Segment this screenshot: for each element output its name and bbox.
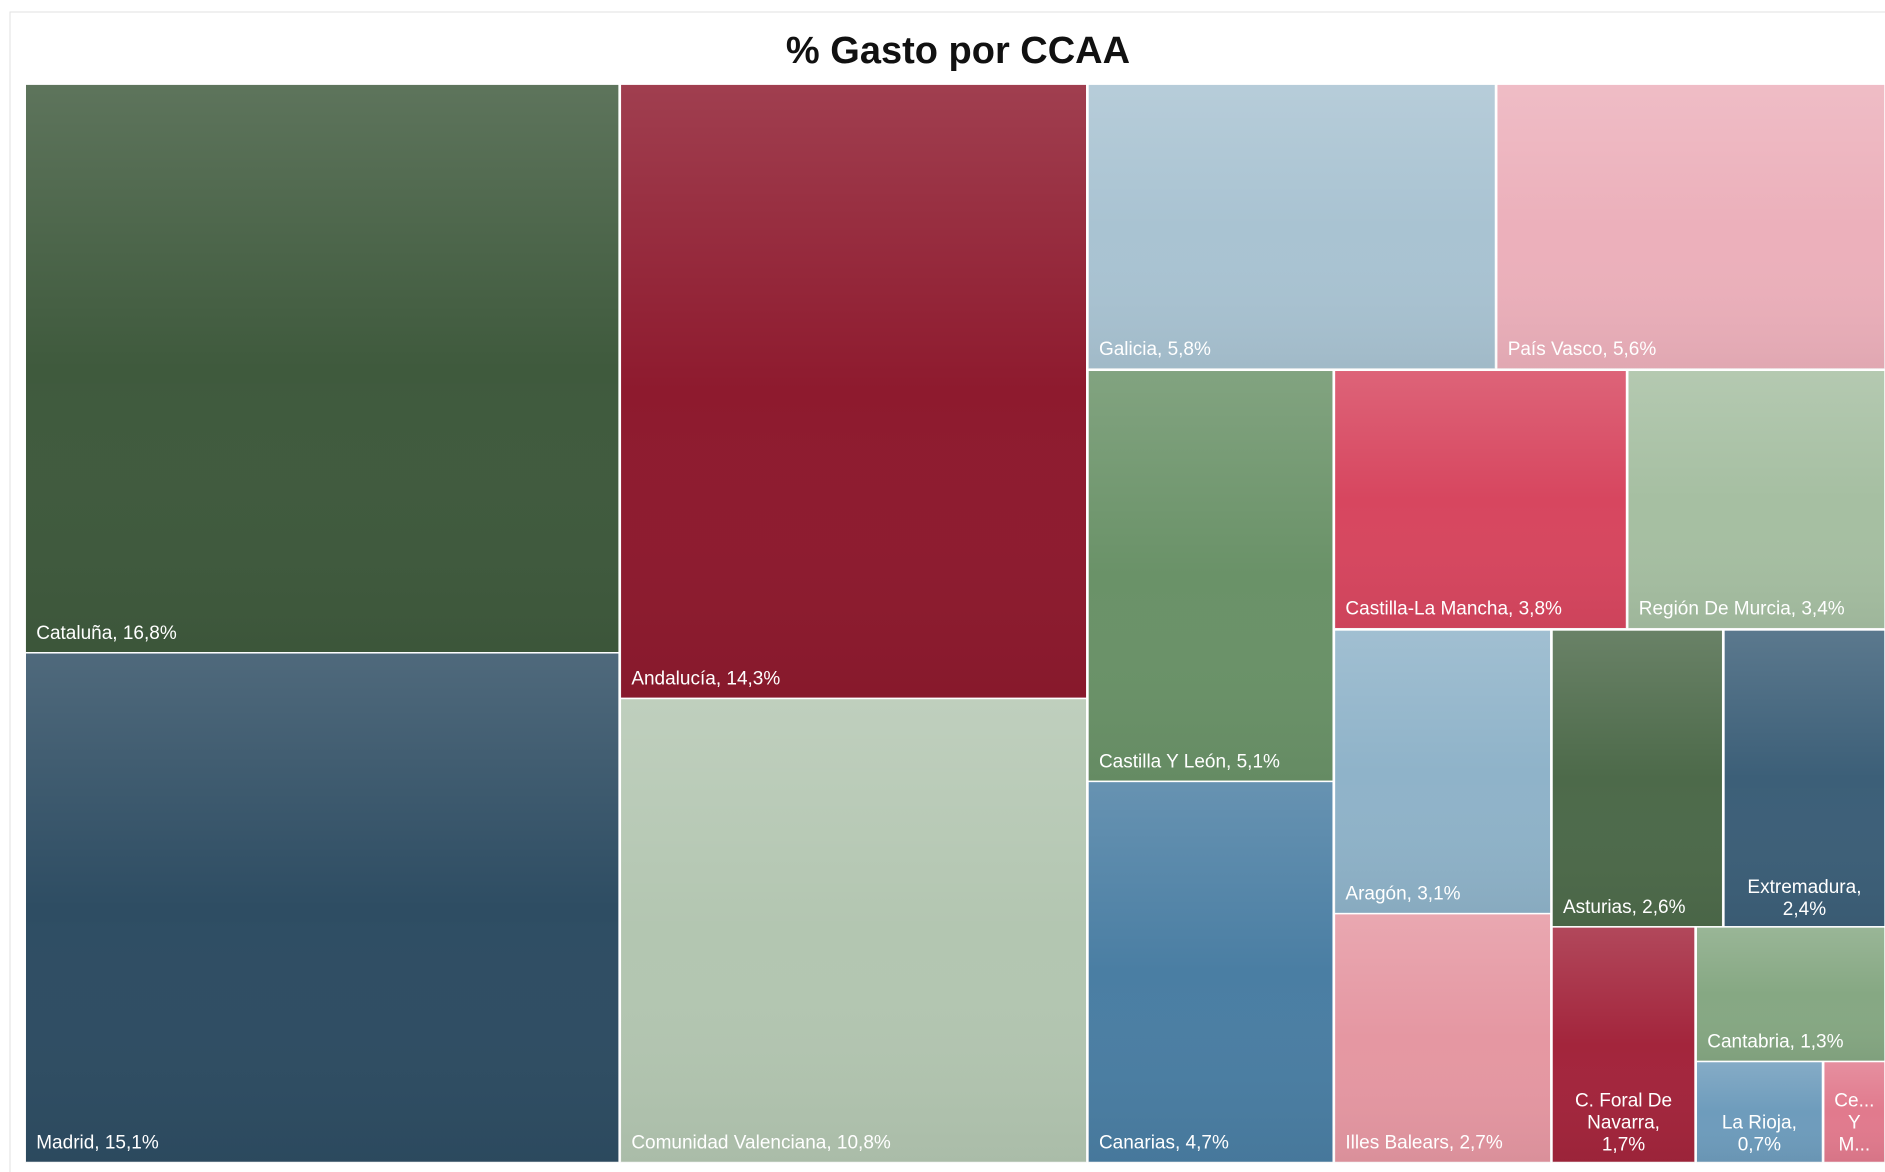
tile-label: Ce... [1834,1090,1874,1111]
frame [9,11,1885,1172]
tile-shade [1334,370,1627,629]
tile-shade [1551,629,1723,927]
tile-shade [1087,781,1334,1163]
tile-label: 1,7% [1602,1134,1645,1155]
tile-label: M... [1839,1134,1871,1155]
tile-shade [1087,84,1496,370]
tile-label: Castilla Y León, 5,1% [1099,751,1280,772]
tile-label: Andalucía, 14,3% [631,668,780,689]
tile-shade [25,84,620,653]
tile-shade [1496,84,1885,370]
tile-label: Cantabria, 1,3% [1707,1032,1843,1053]
tile-label: Asturias, 2,6% [1563,897,1686,918]
tile-label: Y [1848,1112,1861,1133]
tile-label: País Vasco, 5,6% [1508,339,1657,360]
tile-label: Extremadura, [1747,877,1861,898]
tile-shade [1823,1061,1885,1163]
tile-shade [620,698,1087,1163]
tile-shade [1334,913,1551,1163]
tile-label: La Rioja, [1722,1112,1797,1133]
tile-shade [25,652,620,1163]
tile-label: Canarias, 4,7% [1099,1132,1229,1153]
tile-shade [1334,629,1551,914]
tile-shade [1627,370,1885,629]
tile-label: Aragón, 3,1% [1345,884,1460,905]
tile-label: 2,4% [1783,899,1826,920]
tile-shade [1551,926,1696,1163]
tile-label: C. Foral De [1575,1090,1672,1111]
tile-label: Región De Murcia, 3,4% [1639,599,1845,620]
tile-label: Comunidad Valenciana, 10,8% [631,1132,891,1153]
tile-label: 0,7% [1738,1134,1781,1155]
tile-shade [1087,370,1334,782]
tile-label: Illes Balears, 2,7% [1345,1132,1502,1153]
tile-label: Castilla-La Mancha, 3,8% [1345,599,1562,620]
tile-label: Navarra, [1587,1112,1660,1133]
tile-shade [620,84,1087,699]
tile-shade [1696,1061,1823,1163]
tile-shade [1696,926,1885,1062]
tile-label: Galicia, 5,8% [1099,339,1211,360]
tile-label: Madrid, 15,1% [36,1132,159,1153]
chart-title: % Gasto por CCAA [786,30,1130,72]
tile-shade [1723,629,1885,927]
tile-label: Cataluña, 16,8% [36,623,177,644]
